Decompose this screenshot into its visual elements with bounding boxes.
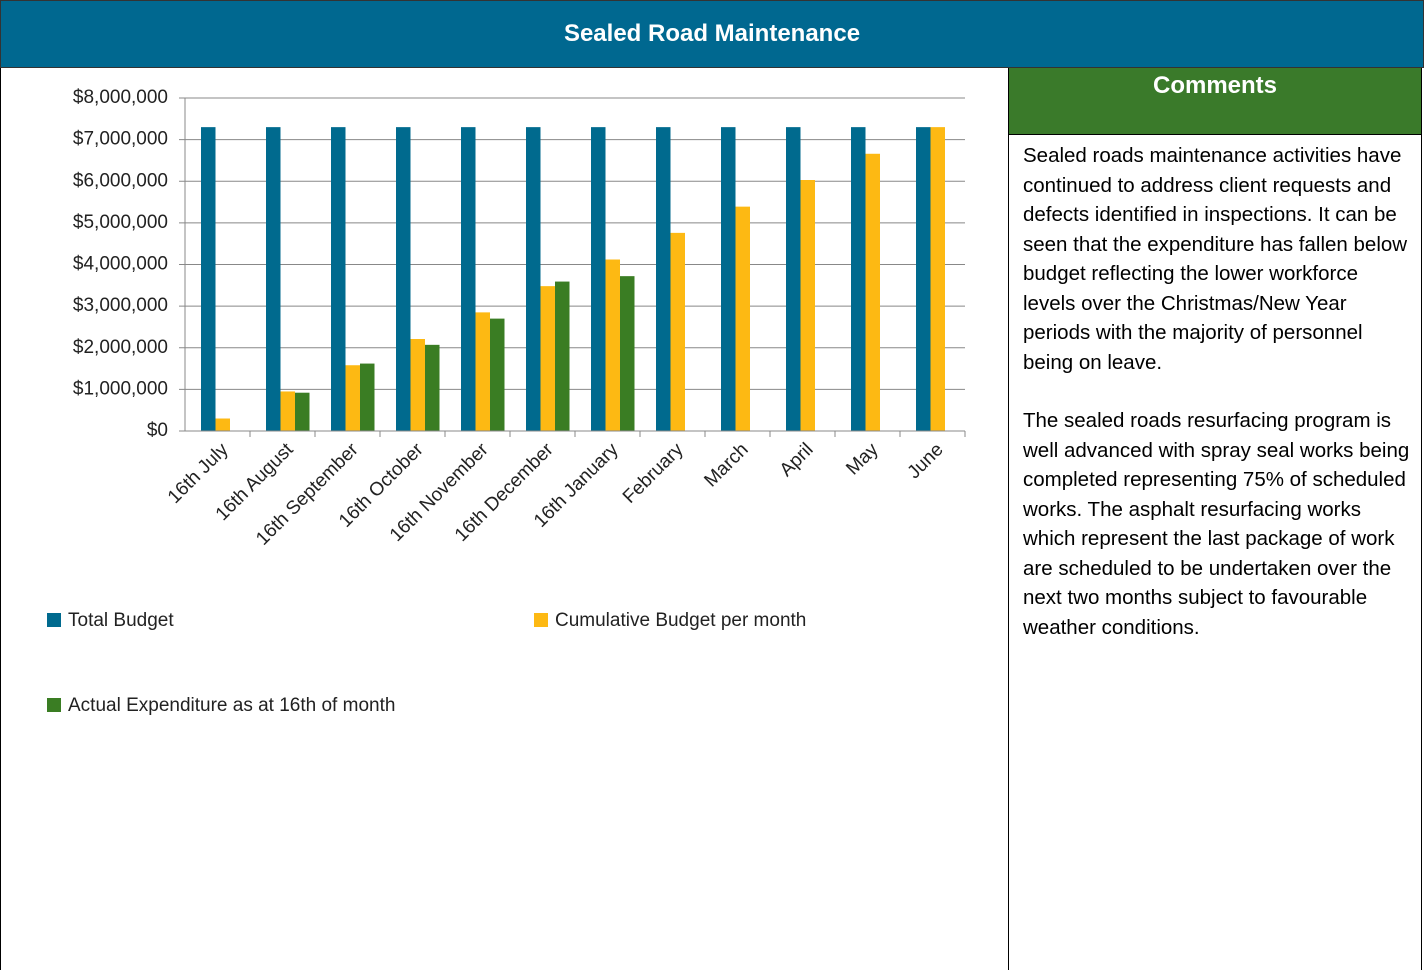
bar: [865, 153, 880, 431]
paragraph: Sealed roads maintenance activities have…: [1023, 144, 1408, 374]
bar: [215, 418, 230, 431]
bar: [540, 286, 555, 431]
header: Sealed Road Maintenance: [0, 0, 1424, 68]
bar: [425, 344, 440, 431]
bar: [345, 365, 360, 431]
legend-swatch: [534, 613, 548, 627]
bar: [555, 281, 570, 431]
y-tick-label: $5,000,000: [73, 212, 168, 233]
bar: [721, 127, 736, 431]
bar: [201, 127, 216, 431]
bar: [475, 312, 490, 431]
y-tick-label: $2,000,000: [73, 337, 168, 358]
y-tick-label: $0: [147, 420, 168, 441]
bar: [526, 127, 541, 431]
comments-title: Comments: [1009, 68, 1421, 135]
bar: [461, 127, 476, 431]
bar: [280, 391, 295, 431]
chart: $0 $1,000,000 $2,000,000 $3,000,000 $4,000,0…: [47, 87, 966, 716]
bar: [800, 180, 815, 431]
bar: [786, 127, 801, 431]
legend-label: Actual Expenditure as at 16th of month: [68, 695, 395, 716]
bar: [591, 127, 606, 431]
bar: [360, 363, 375, 431]
bar: [916, 127, 931, 431]
x-tick-label: February: [619, 439, 688, 508]
legend-label: Cumulative Budget per month: [555, 610, 806, 631]
comments-panel: Comments Sealed roads maintenance activi…: [1008, 68, 1422, 970]
x-tick-label: June: [904, 439, 948, 483]
legend-swatch: [47, 698, 61, 712]
bar: [605, 259, 620, 431]
x-tick-label: May: [842, 439, 883, 480]
y-tick-label: $8,000,000: [73, 87, 168, 108]
y-tick-label: $7,000,000: [73, 129, 168, 150]
x-tick-label: April: [776, 439, 818, 481]
comments-text: Sealed roads maintenance activities have…: [1009, 135, 1421, 642]
bar: [490, 318, 505, 431]
legend-label: Total Budget: [68, 610, 174, 631]
bar: [266, 127, 281, 431]
bar: [295, 392, 310, 431]
y-tick-label: $4,000,000: [73, 254, 168, 275]
x-tick-label: 16th July: [164, 439, 233, 508]
legend-swatch: [47, 613, 61, 627]
bar: [410, 339, 425, 431]
y-tick-label: $6,000,000: [73, 170, 168, 191]
bar: [670, 232, 685, 431]
bar: [930, 127, 945, 431]
y-tick-label: $3,000,000: [73, 295, 168, 316]
bar: [396, 127, 411, 431]
x-tick-label: March: [700, 439, 752, 491]
y-tick-label: $1,000,000: [73, 378, 168, 399]
bar: [851, 127, 866, 431]
paragraph: The sealed roads resurfacing program is …: [1023, 409, 1410, 639]
bar: [735, 206, 750, 431]
bar: [620, 276, 635, 431]
border: [0, 68, 1, 970]
bar: [656, 127, 671, 431]
bar: [331, 127, 346, 431]
